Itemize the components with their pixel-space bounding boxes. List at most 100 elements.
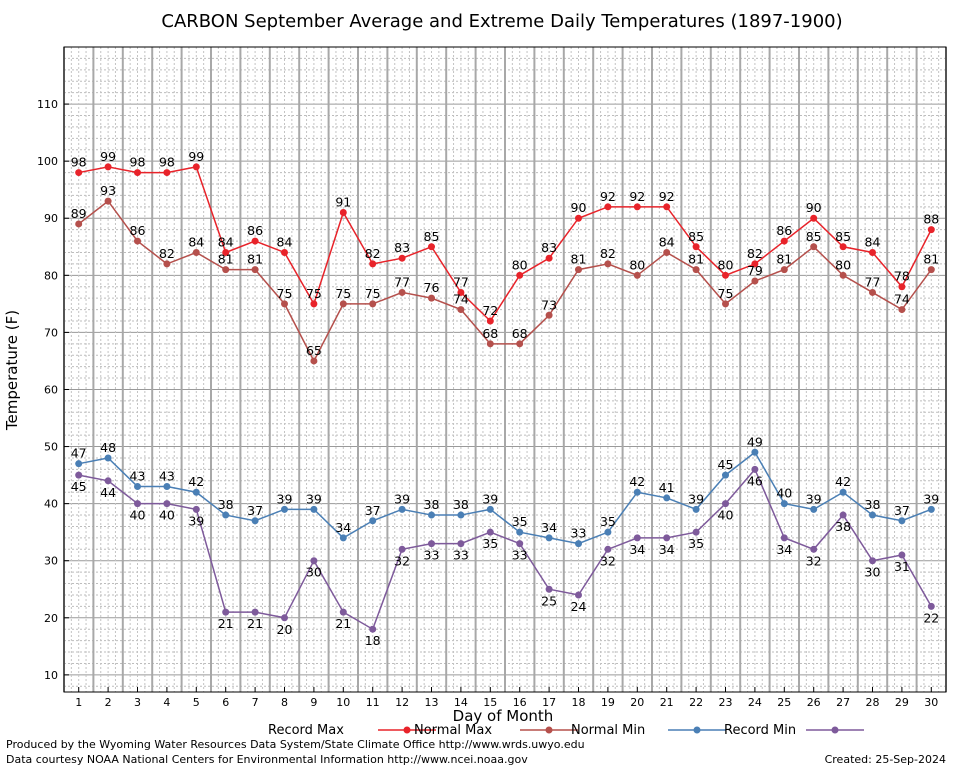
x-tick-label: 10 <box>336 696 350 709</box>
record-min-data-label: 40 <box>718 508 734 523</box>
record-min-data-label: 40 <box>130 508 146 523</box>
record-max-point <box>486 317 494 325</box>
normal-max-data-label: 75 <box>365 286 381 301</box>
record-min-point <box>780 534 788 542</box>
normal-max-point <box>722 300 729 308</box>
x-tick-label: 13 <box>425 696 439 709</box>
normal-min-point <box>545 534 553 542</box>
chart-title: CARBON September Average and Extreme Dai… <box>161 11 842 32</box>
record-min-point <box>457 540 465 548</box>
y-tick-label: 30 <box>44 555 58 568</box>
normal-max-point <box>281 300 288 308</box>
x-tick-label: 14 <box>454 696 468 709</box>
normal-max-data-label: 84 <box>659 234 675 249</box>
normal-max-point <box>369 300 377 308</box>
normal-min-data-label: 47 <box>71 446 87 461</box>
normal-max-data-label: 79 <box>747 263 763 278</box>
normal-min-point <box>369 517 377 525</box>
record-max-data-label: 72 <box>482 303 498 318</box>
record-min-point <box>869 557 876 565</box>
record-min-data-label: 30 <box>306 565 322 580</box>
record-max-line <box>78 166 932 323</box>
record-max-data-label: 84 <box>865 234 881 249</box>
record-min-point <box>369 625 377 633</box>
y-tick-label: 70 <box>44 326 58 339</box>
normal-max-data-label: 74 <box>894 292 910 307</box>
record-max-point <box>751 260 759 268</box>
normal-max-data-label: 85 <box>806 229 822 244</box>
normal-max-data-label: 86 <box>130 223 146 238</box>
record-max-data-label: 90 <box>806 200 822 215</box>
record-max-data-label: 77 <box>453 274 469 289</box>
normal-min-data-label: 38 <box>424 497 440 512</box>
normal-min-data-label: 38 <box>865 497 881 512</box>
record-min-data-label: 35 <box>688 536 704 551</box>
normal-max-data-label: 81 <box>923 252 939 267</box>
record-min-point <box>751 465 759 473</box>
normal-max-data-label: 80 <box>835 257 851 272</box>
normal-max-point <box>163 260 171 268</box>
normal-max-point <box>457 306 465 314</box>
x-tick-label: 19 <box>601 696 615 709</box>
normal-min-point <box>633 488 641 496</box>
record-max-data-label: 82 <box>747 246 763 261</box>
normal-max-point <box>927 266 935 274</box>
x-tick-label: 30 <box>924 696 938 709</box>
record-min-point <box>75 471 83 479</box>
legend-label-record-max: Record Max <box>268 723 344 738</box>
record-max-data-label: 80 <box>512 257 528 272</box>
record-max-data-label: 85 <box>688 229 704 244</box>
normal-min-point <box>692 505 700 513</box>
legend: Record Max Normal Max Normal Min Record Min <box>268 723 864 738</box>
record-min-point <box>310 557 318 565</box>
record-max-data-label: 83 <box>541 240 557 255</box>
x-tick-label: 26 <box>807 696 821 709</box>
record-min-data-label: 21 <box>247 616 263 631</box>
normal-max-point <box>516 340 524 348</box>
record-max-data-label: 78 <box>894 269 910 284</box>
normal-max-data-label: 75 <box>718 286 734 301</box>
normal-min-data-label: 39 <box>277 491 293 506</box>
footer-producer: Produced by the Wyoming Water Resources … <box>6 738 585 751</box>
normal-min-point <box>810 505 818 513</box>
record-max-point <box>780 237 788 245</box>
record-min-data-label: 46 <box>747 473 763 488</box>
normal-min-data-label: 37 <box>365 503 381 518</box>
record-max-data-label: 82 <box>365 246 381 261</box>
record-min-point <box>251 608 259 616</box>
normal-min-point <box>927 505 935 513</box>
record-max-data-label: 99 <box>100 149 116 164</box>
normal-max-point <box>810 243 818 251</box>
normal-min-point <box>428 511 435 519</box>
x-tick-label: 9 <box>310 696 317 709</box>
normal-max-point <box>898 306 906 314</box>
record-max-data-label: 85 <box>835 229 851 244</box>
normal-min-data-label: 39 <box>806 491 822 506</box>
x-tick-label: 11 <box>366 696 380 709</box>
normal-min-point <box>898 517 906 525</box>
normal-min-point <box>281 505 288 513</box>
x-tick-label: 25 <box>777 696 791 709</box>
record-min-data-label: 35 <box>482 536 498 551</box>
legend-label-record-min: Record Min <box>724 723 796 738</box>
normal-max-point <box>398 288 406 296</box>
footer-data-source: Data courtesy NOAA National Centers for … <box>6 753 528 766</box>
normal-min-data-label: 45 <box>718 457 734 472</box>
normal-max-data-label: 65 <box>306 343 322 358</box>
normal-min-point <box>251 517 259 525</box>
normal-max-point <box>428 294 435 302</box>
normal-min-point <box>310 505 318 513</box>
normal-min-data-label: 41 <box>659 480 675 495</box>
x-tick-label: 5 <box>193 696 200 709</box>
record-min-data-label: 34 <box>776 542 792 557</box>
normal-max-data-label: 82 <box>159 246 175 261</box>
record-max-point <box>428 243 435 251</box>
record-min-data-label: 39 <box>188 513 204 528</box>
normal-min-data-label: 40 <box>776 486 792 501</box>
normal-max-data-label: 81 <box>218 252 234 267</box>
data-labels: 98 99 98 98 99 84 86 84 75 91 82 83 85 77 72 80 83 90 92 92… <box>71 149 940 648</box>
normal-max-data-label: 81 <box>571 252 587 267</box>
record-min-data-label: 30 <box>865 565 881 580</box>
y-tick-label: 60 <box>44 383 58 396</box>
normal-max-data-label: 93 <box>100 183 116 198</box>
